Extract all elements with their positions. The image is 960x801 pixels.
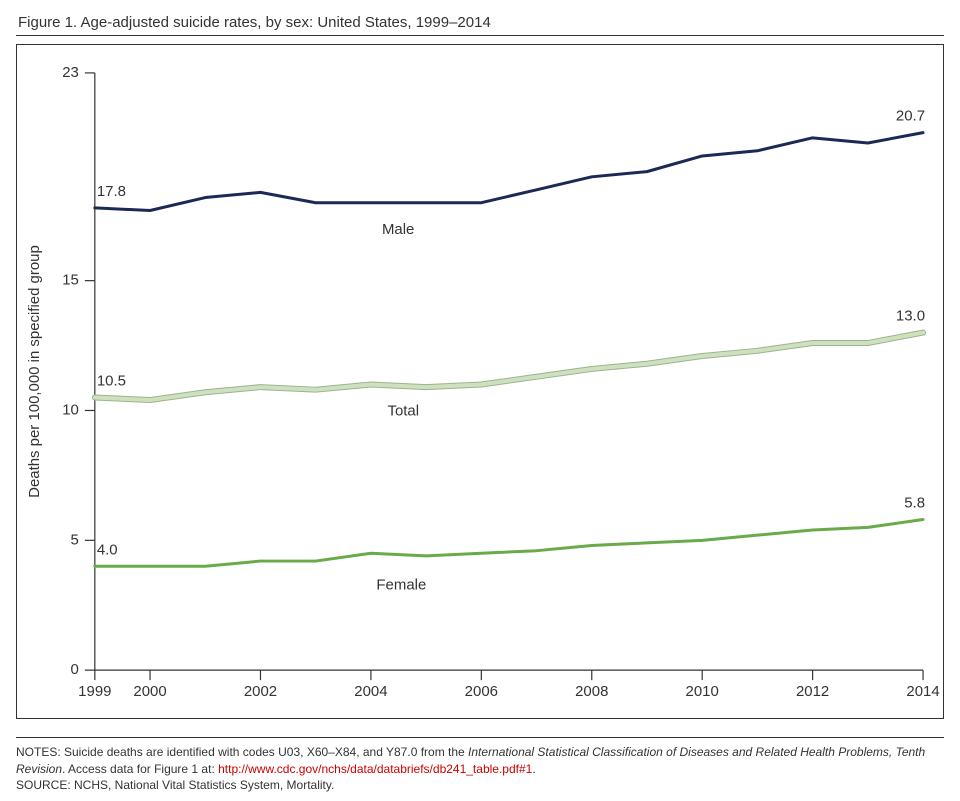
- notes-middle: . Access data for Figure 1 at:: [62, 762, 218, 776]
- series-female: [95, 519, 923, 566]
- y-tick-label: 10: [62, 401, 79, 418]
- x-tick-label: 2002: [244, 683, 277, 700]
- female-start-label: 4.0: [97, 541, 118, 558]
- footnotes-source-line: SOURCE: NCHS, National Vital Statistics …: [16, 777, 944, 793]
- total-end-label: 13.0: [896, 308, 925, 325]
- male-end-label: 20.7: [896, 108, 925, 125]
- y-tick-label: 0: [71, 661, 79, 678]
- notes-prefix: NOTES: Suicide deaths are identified wit…: [16, 745, 468, 759]
- series-male: [95, 133, 923, 211]
- label-male: Male: [382, 221, 414, 238]
- y-axis-title: Deaths per 100,000 in specified group: [26, 245, 43, 498]
- total-start-label: 10.5: [97, 373, 126, 390]
- footnotes: NOTES: Suicide deaths are identified wit…: [16, 737, 944, 793]
- x-tick-label: 1999: [78, 683, 111, 700]
- y-tick-label: 23: [62, 64, 79, 81]
- x-tick-label: 2004: [354, 683, 387, 700]
- line-chart: 0 5 10 15 23 Deaths per 100,000 in specified …: [17, 45, 943, 718]
- label-female: Female: [376, 577, 426, 594]
- label-total: Total: [387, 403, 419, 420]
- chart-frame: 0 5 10 15 23 Deaths per 100,000 in specified …: [16, 44, 944, 719]
- y-tick-label: 5: [71, 531, 79, 548]
- x-tick-label: 2010: [686, 683, 719, 700]
- notes-link[interactable]: http://www.cdc.gov/nchs/data/databriefs/…: [218, 762, 532, 776]
- footnotes-rule: [16, 737, 944, 738]
- female-end-label: 5.8: [904, 495, 925, 512]
- title-rule: [16, 35, 944, 36]
- x-tick-label: 2008: [575, 683, 608, 700]
- notes-suffix: .: [532, 762, 535, 776]
- x-tick-label: 2006: [465, 683, 498, 700]
- male-start-label: 17.8: [97, 183, 126, 200]
- figure-title: Figure 1. Age-adjusted suicide rates, by…: [18, 14, 944, 31]
- footnotes-notes-line: NOTES: Suicide deaths are identified wit…: [16, 744, 944, 776]
- x-tick-label: 2000: [133, 683, 166, 700]
- y-tick-label: 15: [62, 272, 79, 289]
- x-tick-label: 2014: [906, 683, 939, 700]
- x-tick-label: 2012: [796, 683, 829, 700]
